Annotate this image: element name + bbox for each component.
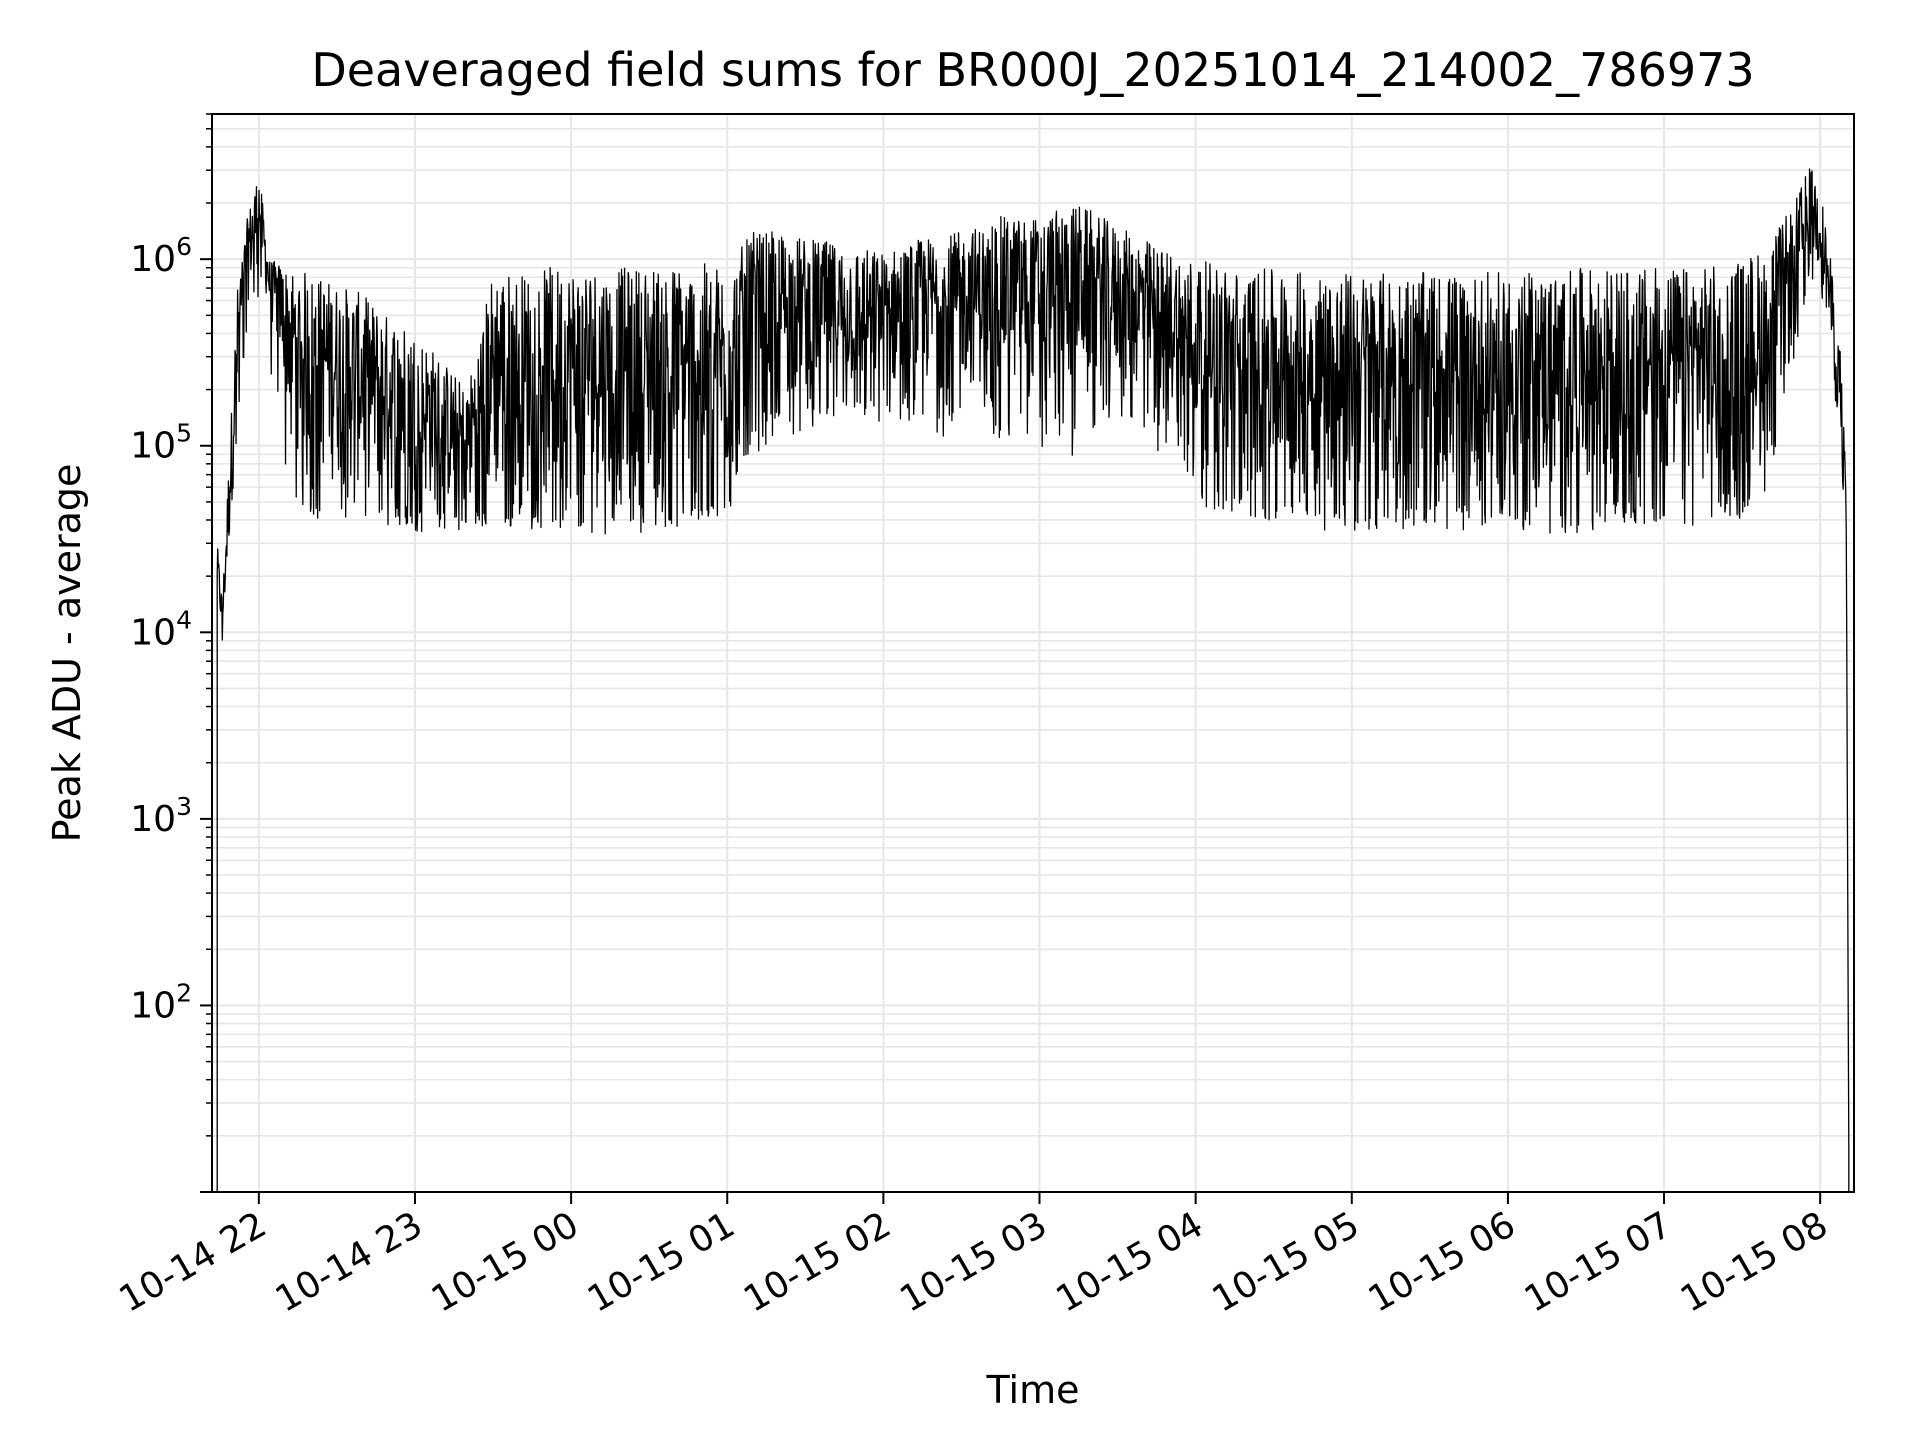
y-tick-label: 103 [130,792,192,840]
plot-frame [211,113,1855,1193]
y-tick-base: 10 [130,799,176,840]
series-layer [216,168,1850,1192]
y-tick-exponent: 5 [176,419,192,448]
y-tick-label: 104 [130,605,192,653]
y-tick-label: 102 [130,978,192,1026]
y-axis-label: Peak ADU - average [45,464,89,843]
series-line [216,168,1850,1192]
y-tick-label: 106 [130,232,192,280]
y-tick-exponent: 6 [176,232,192,261]
x-axis-label: Time [986,1368,1080,1412]
grid-layer [212,113,1854,1193]
y-tick-base: 10 [130,985,176,1026]
chart-title: Deaveraged field sums for BR000J_2025101… [311,43,1754,97]
y-tick-exponent: 2 [176,978,192,1007]
y-tick-base: 10 [130,239,176,280]
y-tick-base: 10 [130,426,176,467]
y-tick-base: 10 [130,612,176,653]
y-tick-exponent: 4 [176,605,192,634]
y-tick-label: 105 [130,419,192,467]
y-tick-exponent: 3 [176,792,192,821]
